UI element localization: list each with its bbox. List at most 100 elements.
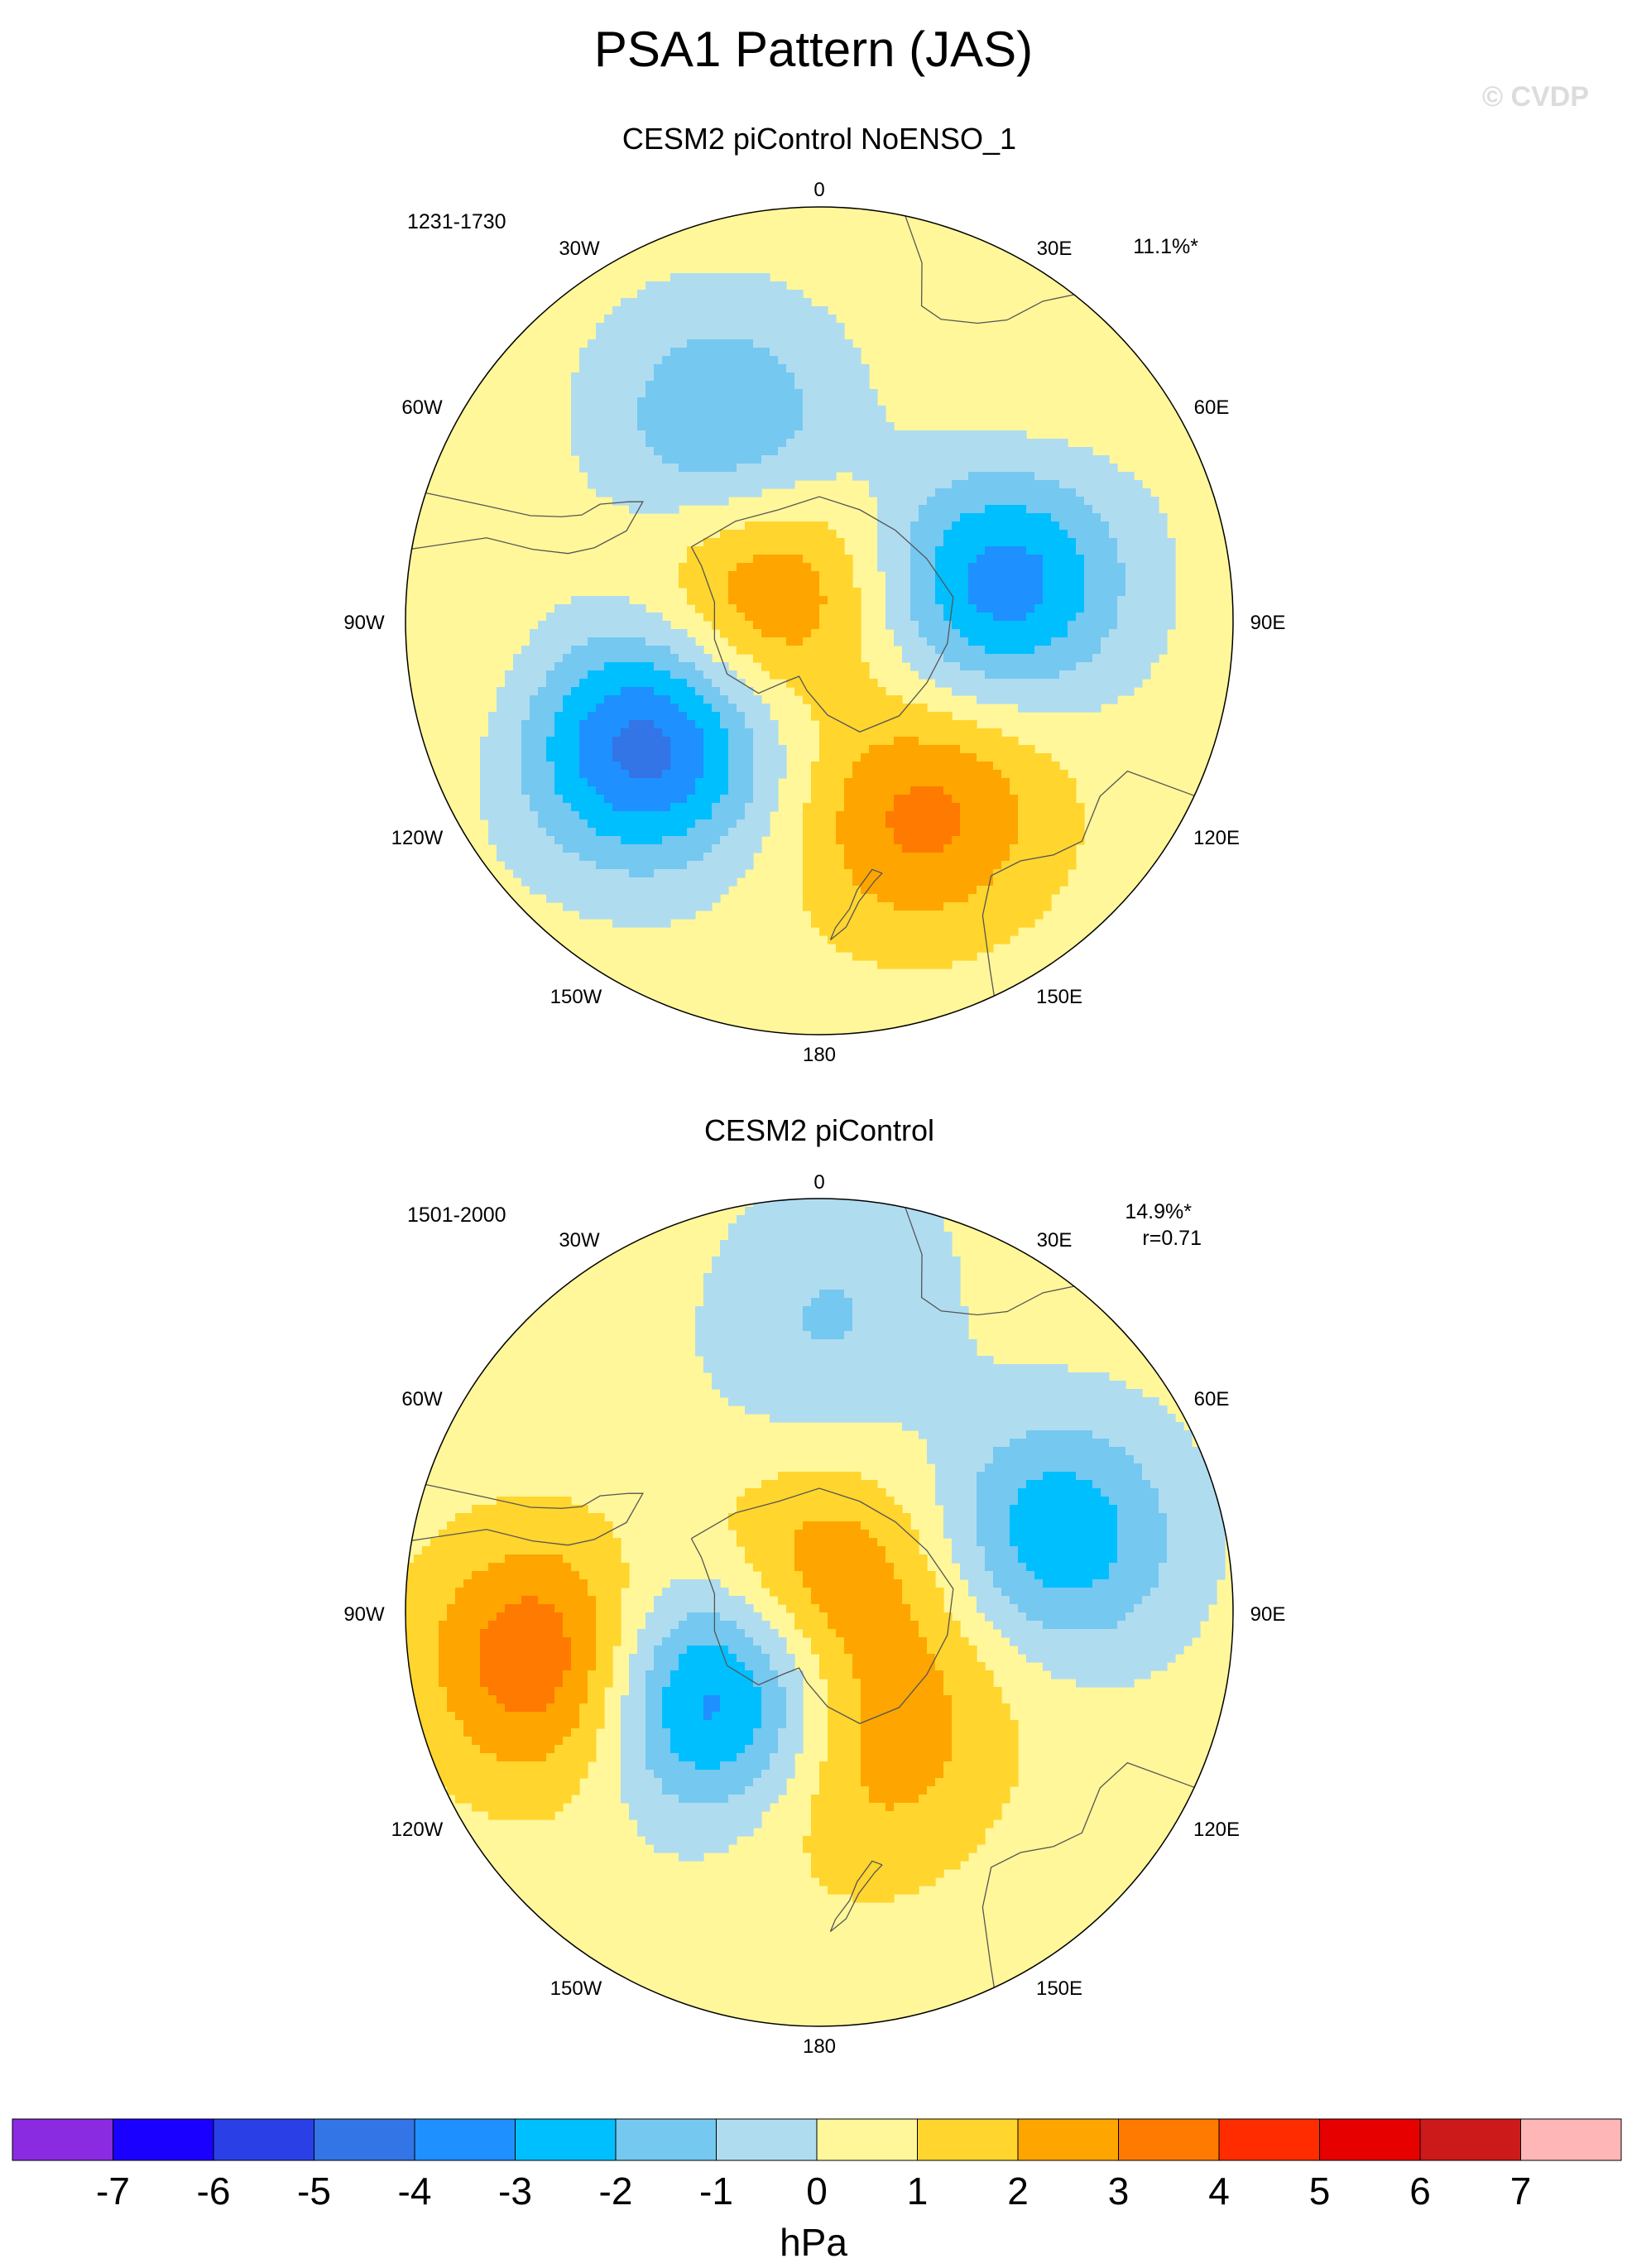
field-cell: [1150, 613, 1159, 622]
field-cell: [646, 836, 655, 845]
field-cell: [670, 861, 679, 870]
field-cell: [836, 844, 845, 853]
field-cell: [786, 555, 795, 564]
field-cell: [612, 687, 622, 696]
field-cell: [902, 1364, 911, 1373]
field-cell: [1142, 588, 1151, 597]
field-cell: [902, 472, 911, 481]
field-cell: [794, 1298, 804, 1307]
field-cell: [745, 704, 754, 713]
field-cell: [670, 381, 679, 390]
field-cell: [621, 381, 630, 390]
field-cell: [646, 720, 655, 729]
field-cell: [803, 1298, 812, 1307]
field-cell: [885, 621, 895, 630]
field-cell: [521, 753, 530, 762]
field-cell: [927, 497, 936, 506]
field-cell: [794, 397, 804, 406]
field-cell: [1150, 555, 1159, 564]
field-cell: [952, 819, 961, 829]
field-cell: [836, 861, 845, 870]
field-cell: [579, 737, 588, 746]
field-cell: [646, 695, 655, 704]
field-cell: [819, 422, 828, 431]
field-cell: [1059, 505, 1068, 514]
field-cell: [753, 844, 762, 853]
field-cell: [753, 613, 762, 622]
field-cell: [637, 753, 646, 762]
field-cell: [968, 1372, 977, 1381]
field-cell: [513, 861, 522, 870]
field-cell: [712, 430, 721, 440]
field-cell: [778, 1207, 787, 1216]
field-cell: [927, 844, 936, 853]
field-cell: [1001, 670, 1010, 680]
field-cell: [1010, 745, 1019, 754]
field-cell: [877, 521, 886, 531]
field-cell: [753, 430, 762, 440]
field-cell: [869, 828, 878, 837]
field-cell: [505, 819, 514, 829]
field-cell: [695, 372, 704, 382]
field-cell: [1101, 505, 1110, 514]
field-cell: [885, 596, 895, 605]
field-cell: [579, 621, 588, 630]
field-cell: [621, 397, 630, 406]
field-cell: [952, 455, 961, 464]
field-cell: [819, 406, 828, 415]
field-cell: [1001, 637, 1010, 646]
field-cell: [720, 356, 729, 365]
field-cell: [654, 472, 663, 481]
field-cell: [1051, 621, 1060, 630]
field-cell: [687, 555, 696, 564]
field-cell: [927, 927, 936, 936]
field-cell: [1076, 563, 1085, 572]
field-cell: [968, 472, 977, 481]
field-cell: [985, 571, 994, 580]
field-cell: [728, 1281, 737, 1290]
field-cell: [621, 728, 630, 738]
field-cell: [794, 306, 804, 315]
field-cell: [662, 687, 671, 696]
field-cell: [521, 679, 530, 688]
field-cell: [935, 844, 944, 853]
field-cell: [646, 662, 655, 671]
field-cell: [621, 704, 630, 713]
field-cell: [811, 1207, 820, 1216]
field-cell: [629, 795, 638, 804]
field-cell: [844, 778, 853, 787]
field-cell: [794, 538, 804, 547]
field-cell: [828, 902, 837, 911]
field-cell: [662, 464, 671, 473]
field-cell: [1010, 464, 1019, 473]
field-cell: [877, 786, 886, 795]
field-cell: [1026, 877, 1035, 887]
field-cell: [828, 439, 837, 448]
field-cell: [728, 596, 737, 605]
field-cell: [720, 530, 729, 539]
field-cell: [985, 521, 994, 531]
field-cell: [761, 720, 770, 729]
panel-1-variance: 11.1%*: [1133, 235, 1198, 258]
field-cell: [943, 770, 953, 779]
field-cell: [836, 753, 845, 762]
field-cell: [737, 596, 746, 605]
field-cell: [778, 1306, 787, 1315]
field-cell: [794, 1273, 804, 1282]
field-cell: [977, 646, 986, 655]
field-cell: [753, 1281, 762, 1290]
field-cell: [985, 613, 994, 622]
field-cell: [761, 290, 770, 299]
field-cell: [1043, 704, 1052, 713]
field-cell: [720, 786, 729, 795]
field-cell: [687, 455, 696, 464]
field-cell: [968, 670, 977, 680]
field-cell: [943, 1314, 953, 1324]
field-cell: [745, 1223, 754, 1233]
field-cell: [604, 414, 613, 423]
field-cell: [670, 877, 679, 887]
field-cell: [852, 786, 861, 795]
field-cell: [662, 762, 671, 771]
field-cell: [720, 1323, 729, 1332]
field-cell: [836, 712, 845, 721]
